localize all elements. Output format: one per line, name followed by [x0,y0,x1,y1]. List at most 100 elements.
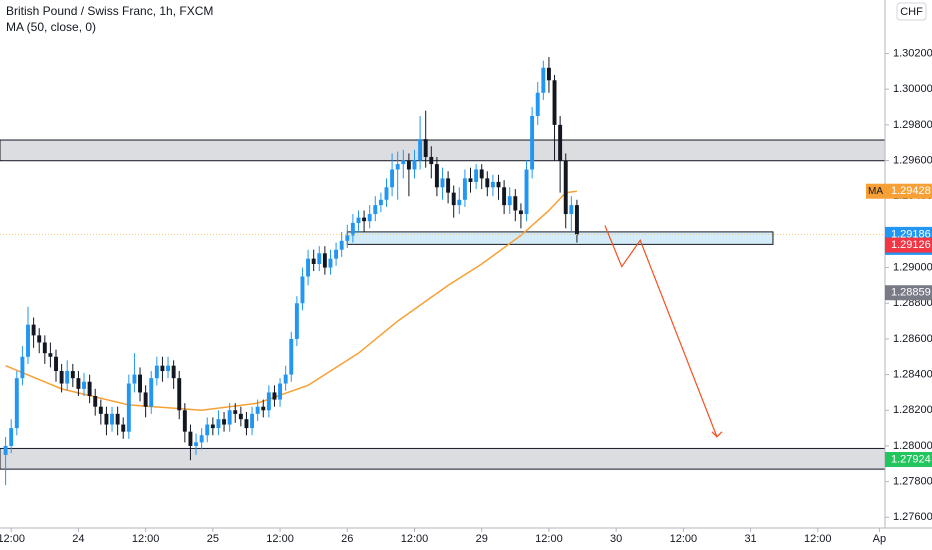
candle-body [261,406,266,411]
candle-body [541,67,546,93]
x-tick-label: 12:00 [0,533,25,545]
moving-average [5,190,578,412]
candle-body [54,356,58,372]
x-tick-label: Ap [873,533,886,545]
y-tick-label: 1.29000 [893,261,932,273]
y-tick-label: 1.29600 [893,154,932,166]
candle-body [440,178,445,188]
candle-body [132,374,137,384]
candle-body [524,169,529,215]
candle-body [574,205,579,235]
candle-body [149,378,154,407]
badge-name: MA [868,186,883,197]
chart-title: British Pound / Swiss Franc, 1h, FXCM [6,4,213,18]
x-tick-label: 12:00 [132,533,160,545]
candle-body [423,139,428,157]
currency[interactable]: CHF [900,6,923,18]
candle-body [496,181,501,188]
candle-body [222,419,227,425]
candle-body [322,253,327,268]
candle-body [373,205,378,215]
projection-arrow [604,225,718,438]
candle-body [378,199,383,206]
x-tick-label: 12:00 [670,533,698,545]
candle-body [294,303,299,339]
candle-body [233,410,238,414]
candle-body [121,424,126,432]
candle-body [518,210,523,215]
plot-area [0,57,886,486]
candle-body [177,378,182,411]
candle-body [82,381,86,389]
candle-body [479,169,484,179]
x-tick-label: 24 [72,533,84,545]
candle-body [485,178,490,188]
candle-body [250,413,255,429]
candle-body [14,378,19,429]
candle-body [558,124,563,161]
candle-body [406,160,411,170]
candle-body [70,371,75,379]
candle-body [48,353,53,357]
badge-name-box [866,183,885,199]
candle-body [138,374,142,393]
x-tick-label: 12:00 [401,533,429,545]
candle-body [468,178,473,182]
y-tick-label: 1.28600 [893,333,932,345]
candle-body [490,181,495,188]
candle-body [507,196,512,206]
candle-body [3,445,8,455]
candle-body [98,406,103,414]
candle-body [283,374,288,384]
candle-body [462,178,467,200]
currency-box[interactable] [896,2,927,21]
candle-body [367,214,372,222]
zone [0,447,886,470]
candle-body [418,139,423,161]
indicator-legend: MA (50, close, 0) [6,20,96,34]
candle-body [166,365,170,372]
candle-body [289,338,294,375]
candle-body [563,160,568,215]
zone [0,139,886,162]
candle-body [87,381,92,396]
y-tick-label: 1.27600 [893,511,932,523]
candle-body [199,435,204,443]
candle-body [530,115,535,170]
y-tick-label: 1.27800 [893,476,932,488]
candle-body [238,413,243,420]
candle-body [546,67,551,81]
candle-body [9,428,14,446]
y-tick-label: 1.30000 [893,83,932,95]
price-badge [885,452,932,468]
y-tick-label: 1.29800 [893,119,932,131]
x-tick-label: 12:00 [804,533,832,545]
candle-body [317,253,322,264]
candle-body [278,383,283,400]
price-badge-label: 1.29186 [891,228,931,240]
candle-body [160,365,165,372]
candle-body [143,392,148,407]
price-badge [885,237,932,253]
candle-body [266,392,271,411]
candle-body [429,156,434,165]
x-tick-label: 12:00 [266,533,294,545]
candle-body [535,92,540,116]
price-badge [885,285,932,301]
candle-body [306,258,311,277]
candle-body [65,371,70,384]
candle-body [350,222,355,236]
candle-body [457,199,462,206]
price-badge [885,183,932,199]
candle-body [552,80,557,125]
candle-body [401,160,406,165]
candle-body [194,442,199,446]
x-tick-label: 29 [476,533,488,545]
x-tick-label: 26 [341,533,353,545]
candle-body [227,410,232,425]
candle-body [569,205,574,215]
y-tick-label: 1.28200 [893,404,932,416]
candle-body [362,217,367,222]
candle-body [26,324,30,357]
y-tick-label: 1.28400 [893,369,932,381]
